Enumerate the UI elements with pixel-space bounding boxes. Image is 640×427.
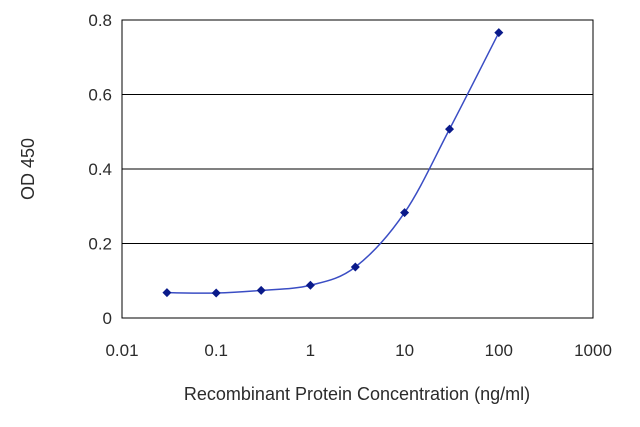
data-point-1 <box>211 288 221 298</box>
data-point-5 <box>400 208 410 218</box>
x-tick-label: 0.01 <box>105 341 138 360</box>
y-tick-label: 0 <box>103 309 112 328</box>
y-tick-label: 0.4 <box>88 160 112 179</box>
y-tick-label: 0.2 <box>88 235 112 254</box>
y-tick-label: 0.8 <box>88 11 112 30</box>
data-point-4 <box>350 262 360 272</box>
x-tick-label: 10 <box>395 341 414 360</box>
data-point-3 <box>305 280 315 290</box>
data-point-6 <box>445 124 455 134</box>
data-points <box>162 28 504 298</box>
y-axis-label: OD 450 <box>18 138 38 200</box>
y-tick-label: 0.6 <box>88 86 112 105</box>
x-axis-tick-labels: 0.01 0.1 1 10 100 1000 <box>105 341 611 360</box>
x-tick-label: 0.1 <box>204 341 228 360</box>
x-axis-label: Recombinant Protein Concentration (ng/ml… <box>184 384 530 404</box>
x-tick-label: 1 <box>306 341 315 360</box>
gridlines <box>122 94 593 244</box>
data-point-7 <box>494 28 504 38</box>
y-axis-tick-labels: 0 0.2 0.4 0.6 0.8 <box>88 11 112 328</box>
x-tick-label: 100 <box>485 341 513 360</box>
data-point-2 <box>256 285 266 295</box>
data-point-0 <box>162 288 172 298</box>
x-tick-label: 1000 <box>574 341 612 360</box>
